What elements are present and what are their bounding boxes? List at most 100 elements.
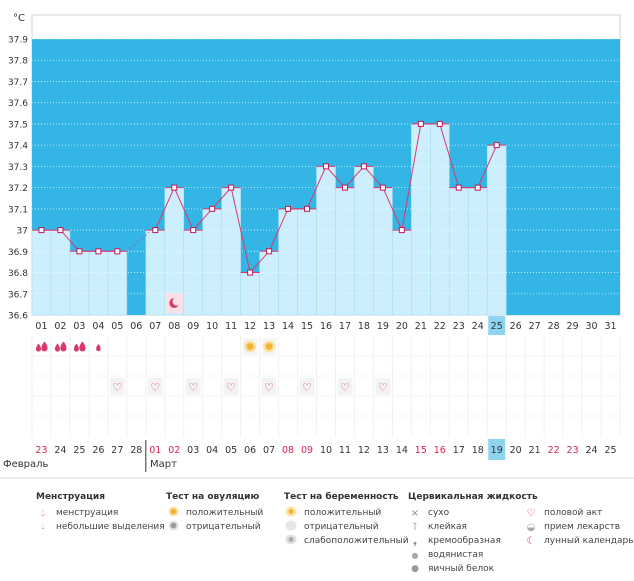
temp-bar-13 — [259, 251, 279, 316]
heart-icon-05: ♡ — [112, 381, 122, 394]
legend-label: клейкая — [428, 522, 467, 532]
moon-icon: ☾ — [526, 535, 536, 547]
legend-item: положительный — [166, 506, 263, 520]
intercourse-cell — [337, 378, 353, 395]
y-tick-label: 36.9 — [8, 248, 28, 258]
legend-item: ● водянистая — [408, 548, 538, 562]
temp-marker-08 — [171, 184, 178, 191]
egg-white-icon: ● — [411, 564, 419, 574]
day-label-24: 24 — [472, 321, 484, 332]
legend-item: × сухо — [408, 506, 538, 520]
legend-item: 💧︎ небольшие выделения — [36, 520, 165, 534]
legend-item: слабоположительный — [284, 534, 409, 548]
legend-cervical: Цервикальная жидкость × сухо ⊺ клейкая ❟… — [408, 492, 538, 576]
y-tick-label: 37.3 — [8, 163, 28, 173]
intercourse-cell — [109, 378, 125, 395]
y-tick-label: 37.9 — [8, 36, 28, 46]
intercourse-cell — [147, 378, 163, 395]
legend-label: сухо — [428, 508, 450, 518]
day-label-20: 20 — [396, 321, 408, 332]
day-label-25: 25 — [491, 321, 503, 332]
pill-icon: ◒ — [526, 521, 536, 533]
temp-bar-12 — [240, 272, 260, 316]
date-label-09: 09 — [301, 445, 313, 456]
legend-item: ❟ кремообразная — [408, 534, 538, 548]
legend-label: половой акт — [544, 508, 603, 518]
heart-icon-19: ♡ — [378, 381, 388, 394]
intercourse-cell — [299, 378, 315, 395]
legend-item: положительный — [284, 506, 409, 520]
legend-label: менструация — [56, 508, 119, 518]
temp-marker-02 — [57, 227, 64, 234]
date-label-13: 13 — [377, 445, 389, 456]
intercourse-cell — [185, 378, 201, 395]
day-label-16: 16 — [320, 321, 332, 332]
pregnancy-negative-icon — [284, 520, 298, 534]
date-label-07: 07 — [263, 445, 275, 456]
day-label-11: 11 — [225, 321, 237, 332]
temp-marker-24 — [474, 184, 481, 191]
heart-icon: ♡ — [526, 507, 536, 519]
legend-item: ☾ лунный календарь — [524, 534, 634, 548]
legend-item: ♡ половой акт — [524, 506, 634, 520]
y-unit-label: °C — [13, 13, 25, 24]
temp-bar-09 — [183, 229, 204, 316]
temp-marker-13 — [266, 248, 273, 255]
date-label-04: 04 — [206, 445, 218, 456]
temp-bar-05 — [107, 251, 128, 316]
date-label-12: 12 — [358, 445, 370, 456]
date-label-06: 06 — [244, 445, 256, 456]
temp-marker-07 — [152, 227, 159, 234]
legend-item: 💧︎ менструация — [36, 506, 165, 520]
day-label-27: 27 — [529, 321, 541, 332]
temp-marker-21 — [417, 120, 424, 127]
day-label-22: 22 — [434, 321, 446, 332]
temp-bar-21 — [411, 123, 431, 316]
y-tick-label: 37.8 — [8, 57, 28, 67]
date-label-20: 20 — [510, 445, 522, 456]
day-label-05: 05 — [111, 321, 123, 332]
legend-item: ● яичный белок — [408, 562, 538, 576]
day-label-14: 14 — [282, 321, 294, 332]
temp-marker-04 — [95, 248, 102, 255]
intercourse-cell — [223, 378, 239, 395]
day-label-18: 18 — [358, 321, 370, 332]
temp-bar-15 — [297, 208, 317, 316]
legend-item: ⊺ клейкая — [408, 520, 538, 534]
temperature-gap-line — [129, 231, 150, 250]
legend-title: Тест на беременность — [284, 492, 399, 502]
menstruation-drop-icon-03-b — [79, 341, 86, 352]
legend-item: отрицательный — [284, 520, 409, 534]
temp-bar-10 — [202, 208, 222, 316]
temp-marker-19 — [379, 184, 386, 191]
date-label-25: 25 — [73, 445, 85, 456]
temp-marker-09 — [190, 227, 197, 234]
day-label-04: 04 — [92, 321, 104, 332]
heart-icon-15: ♡ — [302, 381, 312, 394]
watery-icon: ● — [411, 550, 419, 560]
day-label-06: 06 — [130, 321, 142, 332]
legend-label: яичный белок — [428, 564, 495, 574]
date-label-28: 28 — [130, 445, 142, 456]
day-label-19: 19 — [377, 321, 389, 332]
temp-marker-11 — [228, 184, 235, 191]
pregnancy-positive-icon — [284, 506, 298, 520]
day-label-17: 17 — [339, 321, 351, 332]
day-label-08: 08 — [168, 321, 180, 332]
dry-icon: × — [410, 507, 420, 519]
current-date-highlight — [488, 439, 506, 460]
legend-label: водянистая — [428, 550, 484, 560]
date-label-01: 01 — [149, 445, 161, 456]
temp-marker-14 — [285, 205, 292, 212]
event-grid — [32, 336, 620, 437]
y-tick-label: 37.7 — [8, 78, 28, 88]
menstruation-drop-icon-02 — [54, 343, 60, 352]
day-label-10: 10 — [206, 321, 218, 332]
y-tick-label: 37.5 — [8, 120, 28, 130]
date-label-17: 17 — [453, 445, 465, 456]
date-label-19: 19 — [491, 445, 503, 456]
day-label-07: 07 — [149, 321, 161, 332]
legend-label: небольшие выделения — [56, 522, 165, 532]
day-label-23: 23 — [453, 321, 465, 332]
pregnancy-weak-icon — [284, 534, 298, 548]
